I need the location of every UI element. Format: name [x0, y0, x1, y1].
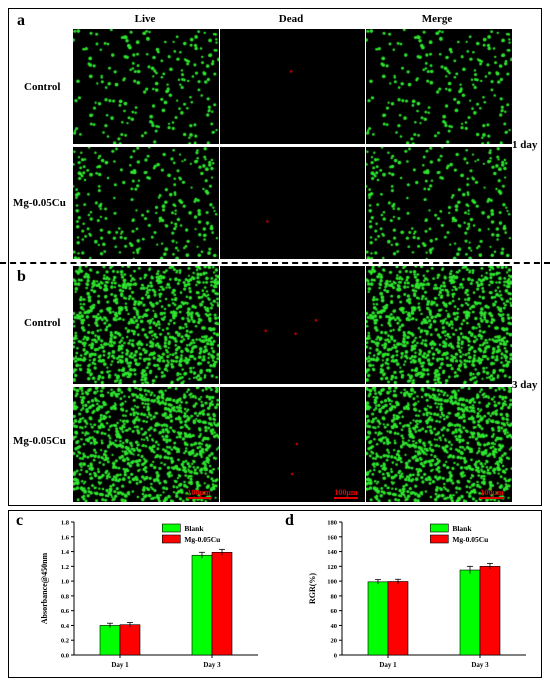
y-axis-label: Absorbance@450nm	[40, 552, 49, 624]
column-header-live: Live	[134, 13, 156, 25]
y-tick-label: 0.4	[61, 623, 70, 630]
y-tick-label: 160	[327, 534, 337, 541]
bar	[367, 581, 389, 656]
chart-absorbance: 0.0 0.2 0.4 0.6 0.8 1.0 1.2 1.4 1.6 1.8 Absorbance…	[40, 520, 258, 669]
scale-bar-label: 100μm	[187, 488, 211, 497]
legend-label: Blank	[452, 524, 472, 533]
row-label-control-day3: Control	[24, 317, 61, 329]
bar	[479, 566, 501, 656]
scale-bar-merge: 100μm	[476, 488, 508, 499]
x-tick-label: Day 3	[203, 661, 221, 669]
x-tick-label: Day 1	[111, 661, 129, 669]
y-tick-label: 0.2	[61, 638, 69, 645]
image-live-mg-day1	[73, 147, 219, 259]
scale-bar-label: 100μm	[334, 488, 358, 497]
image-merge-control-day1	[366, 29, 512, 144]
scale-bar-line	[187, 497, 211, 499]
legend-swatch	[430, 523, 449, 533]
legend-label: Mg-0.05Cu	[184, 535, 220, 544]
image-merge-mg-day3	[366, 387, 512, 502]
bar	[211, 551, 233, 656]
y-tick-label: 0.0	[61, 653, 69, 660]
image-dead-mg-day1	[220, 147, 365, 259]
image-merge-mg-day1	[366, 147, 512, 259]
image-merge-control-day3	[366, 266, 512, 384]
x-tick-label: Day 3	[471, 661, 489, 669]
column-header-merge: Merge	[421, 13, 453, 25]
image-live-control-day3	[73, 266, 219, 384]
micrograph-panel	[8, 8, 542, 506]
y-tick-label: 40	[331, 623, 338, 630]
panel-letter-d: d	[285, 512, 294, 529]
y-tick-label: 1.2	[61, 564, 69, 571]
y-tick-label: 1.6	[61, 534, 70, 541]
row-label-control-day1: Control	[24, 81, 61, 93]
scale-bar-line	[334, 497, 358, 499]
day-label-1: 1 day	[512, 139, 538, 151]
image-live-control-day1	[73, 29, 219, 144]
bar	[459, 569, 481, 656]
legend-label: Mg-0.05Cu	[452, 535, 488, 544]
legend-swatch	[162, 534, 181, 544]
scale-bar-line	[480, 497, 504, 499]
bar	[387, 581, 409, 656]
y-tick-label: 1.0	[61, 579, 69, 586]
legend-swatch	[430, 534, 449, 544]
panel-letter-a: a	[17, 12, 25, 29]
y-tick-label: 60	[331, 608, 338, 615]
y-tick-label: 20	[331, 638, 338, 645]
section-divider	[0, 262, 550, 264]
y-tick-label: 120	[327, 564, 337, 571]
y-tick-label: 0.6	[61, 608, 70, 615]
panel-letter-c: c	[16, 512, 24, 529]
scale-bar-dead: 100μm	[330, 488, 362, 499]
image-dead-control-day1	[220, 29, 365, 144]
image-dead-control-day3	[220, 266, 365, 384]
bar	[191, 554, 213, 656]
scale-bar-live: 100μm	[183, 488, 215, 499]
y-tick-label: 0.8	[61, 593, 70, 600]
row-label-mg-day1: Mg-0.05Cu	[13, 197, 66, 209]
bar	[119, 624, 141, 656]
y-axis-label: RGR(%)	[308, 573, 317, 604]
y-tick-label: 140	[327, 549, 337, 556]
column-header-dead: Dead	[278, 13, 304, 25]
chart-panel	[8, 510, 542, 678]
y-tick-label: 80	[331, 593, 338, 600]
chart-rgr: 0 20 40 60 80 100 120 140 160 180 RGR(%) Day 1 Day 3…	[308, 520, 526, 669]
legend-swatch	[162, 523, 181, 533]
x-tick-label: Day 1	[379, 661, 397, 669]
scale-bar-label: 100μm	[480, 488, 504, 497]
day-label-3: 3 day	[512, 379, 538, 391]
y-tick-label: 100	[327, 579, 337, 586]
image-dead-mg-day3	[220, 387, 365, 502]
image-live-mg-day3	[73, 387, 219, 502]
y-tick-label: 1.4	[61, 549, 70, 556]
y-tick-label: 0	[334, 653, 337, 660]
y-tick-label: 1.8	[61, 520, 70, 527]
bar	[99, 625, 121, 656]
row-label-mg-day3: Mg-0.05Cu	[13, 435, 66, 447]
legend-label: Blank	[184, 524, 204, 533]
y-tick-label: 180	[327, 520, 337, 527]
panel-letter-b: b	[17, 268, 26, 285]
